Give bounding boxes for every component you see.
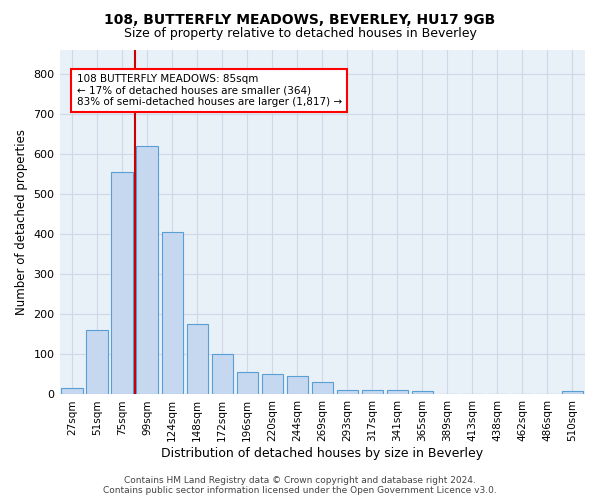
Text: Contains HM Land Registry data © Crown copyright and database right 2024.
Contai: Contains HM Land Registry data © Crown c… [103,476,497,495]
Text: 108 BUTTERFLY MEADOWS: 85sqm
← 17% of detached houses are smaller (364)
83% of s: 108 BUTTERFLY MEADOWS: 85sqm ← 17% of de… [77,74,341,107]
Bar [412,392,433,394]
Bar [562,392,583,394]
Bar [86,330,108,394]
Bar [387,390,408,394]
Text: Size of property relative to detached houses in Beverley: Size of property relative to detached ho… [124,28,476,40]
Y-axis label: Number of detached properties: Number of detached properties [15,129,28,315]
Bar [112,172,133,394]
Bar [337,390,358,394]
Bar [311,382,333,394]
Bar [362,390,383,394]
Text: 108, BUTTERFLY MEADOWS, BEVERLEY, HU17 9GB: 108, BUTTERFLY MEADOWS, BEVERLEY, HU17 9… [104,12,496,26]
Bar [61,388,83,394]
Bar [187,324,208,394]
Bar [287,376,308,394]
Bar [262,374,283,394]
Bar [212,354,233,395]
Bar [161,232,183,394]
Bar [236,372,258,394]
X-axis label: Distribution of detached houses by size in Beverley: Distribution of detached houses by size … [161,447,484,460]
Bar [136,146,158,394]
